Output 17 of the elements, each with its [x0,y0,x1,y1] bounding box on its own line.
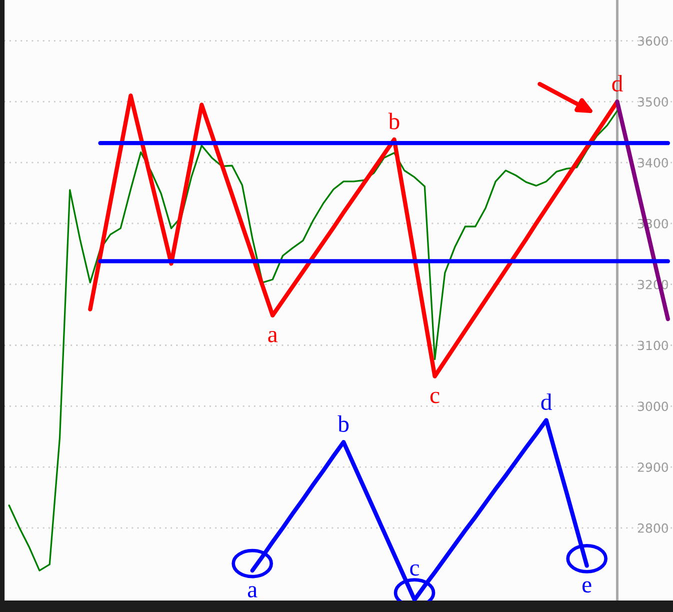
y-tick-label: 3000 [638,402,668,412]
y-tick-label: 3500 [638,97,668,107]
data-label: e [582,581,592,593]
data-label: c [430,392,440,404]
data-label: a [248,586,258,598]
data-label: d [541,393,552,410]
data-label: a [268,331,278,342]
data-label: b [338,415,349,432]
line-series [88,94,620,378]
data-label: d [612,74,623,92]
y-tick-label: 3400 [638,158,668,168]
data-label: c [410,564,420,576]
y-tick-label: 2900 [638,462,668,472]
data-label: b [388,112,400,130]
y-tick-label: 2800 [638,523,668,533]
y-tick-label: 3600 [638,36,668,46]
y-tick-label: 3100 [638,340,668,350]
